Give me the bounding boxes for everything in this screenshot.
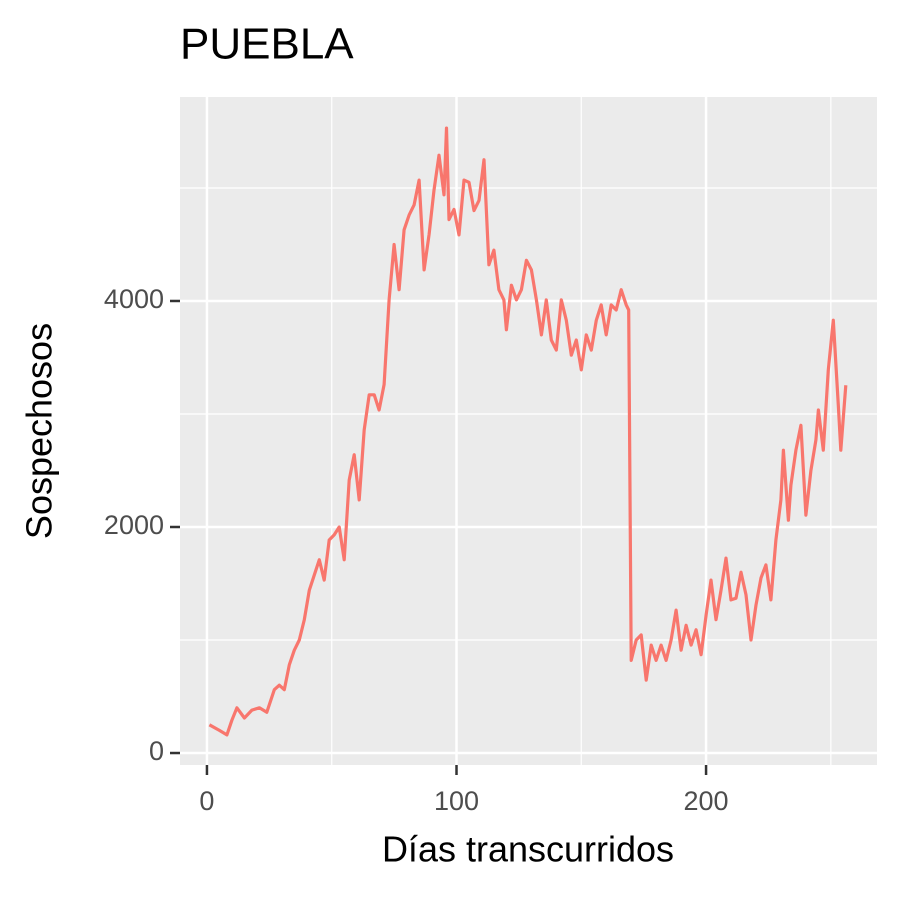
y-tick-label: 4000: [104, 284, 164, 314]
chart-title: PUEBLA: [180, 20, 354, 69]
y-tick-label: 2000: [104, 510, 164, 540]
x-axis-title: Días transcurridos: [382, 829, 674, 870]
panel: [180, 97, 877, 765]
data-line: [208, 126, 848, 737]
y-axis-title: Sospechosos: [19, 323, 60, 539]
x-tick-label: 200: [684, 786, 729, 816]
y-tick-label: 0: [149, 736, 164, 766]
x-tick-label: 0: [199, 786, 214, 816]
x-tick-label: 100: [434, 786, 479, 816]
